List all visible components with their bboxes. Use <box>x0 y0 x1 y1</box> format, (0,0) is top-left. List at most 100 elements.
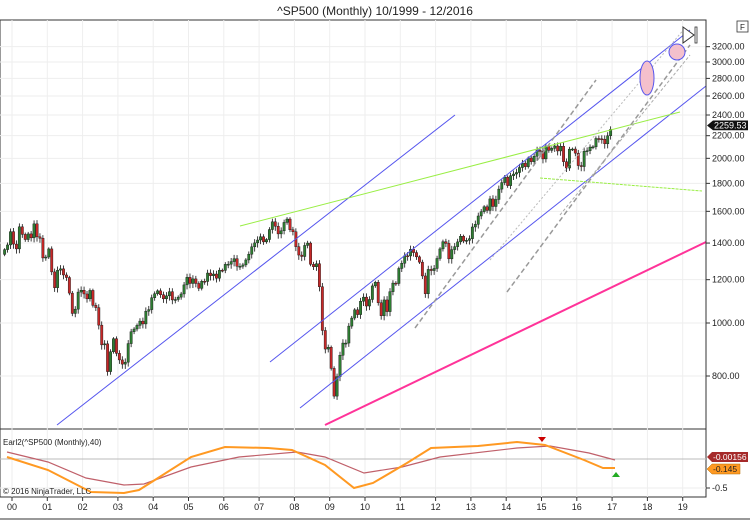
candle <box>223 264 227 271</box>
channel-line[interactable] <box>269 29 691 363</box>
candle <box>250 246 254 255</box>
candle <box>453 246 457 250</box>
channel-line[interactable] <box>56 114 456 426</box>
candle <box>262 236 265 243</box>
dashed-line[interactable] <box>506 44 691 293</box>
candle <box>412 249 415 253</box>
x-tick-label: 04 <box>148 502 158 512</box>
x-tick-label: 06 <box>219 502 229 512</box>
channel-line[interactable] <box>299 85 707 409</box>
candle <box>447 243 451 260</box>
candle <box>182 284 186 295</box>
candle <box>132 328 136 332</box>
dashed-line[interactable] <box>414 79 597 329</box>
candle <box>56 269 59 288</box>
candle <box>591 146 595 149</box>
x-tick-label: 18 <box>642 502 652 512</box>
candle <box>191 278 195 284</box>
candle <box>406 255 410 257</box>
candle <box>538 150 542 152</box>
candle <box>91 290 95 306</box>
x-tick-label: 11 <box>396 502 405 512</box>
indicator-label: Earl2(^SP500 (Monthly),40) <box>3 438 102 447</box>
candle <box>565 161 568 169</box>
candle <box>203 281 207 283</box>
candle <box>209 272 212 276</box>
candle <box>47 248 51 258</box>
end-marker[interactable] <box>694 26 698 44</box>
candle <box>332 368 336 397</box>
support-line[interactable] <box>324 241 707 426</box>
candle <box>70 292 74 314</box>
candle <box>212 273 215 276</box>
trend-line[interactable] <box>239 111 681 227</box>
indicator-slow-line <box>6 445 616 486</box>
y-tick-label: 1000.00 <box>712 318 745 328</box>
target-ellipse[interactable] <box>668 43 686 61</box>
candle <box>370 285 374 300</box>
corner-button[interactable]: F <box>736 20 749 33</box>
candle <box>88 290 92 300</box>
dashed-line[interactable] <box>489 27 686 261</box>
candle <box>432 268 436 271</box>
x-tick-label: 19 <box>678 502 688 512</box>
candle <box>491 198 495 207</box>
candle <box>179 293 183 298</box>
target-ellipse[interactable] <box>639 60 655 96</box>
candle <box>356 309 360 315</box>
candle <box>138 320 142 326</box>
candle <box>162 294 165 300</box>
y-tick-label: 1400.00 <box>712 238 745 248</box>
x-tick-label: 02 <box>78 502 88 512</box>
candle <box>220 269 224 272</box>
candle <box>103 343 107 346</box>
x-tick-label: 14 <box>501 502 511 512</box>
candle <box>444 241 448 244</box>
candle <box>400 263 404 269</box>
candle <box>450 249 454 260</box>
candle <box>385 299 389 312</box>
svg-text:F: F <box>740 23 745 32</box>
trend-line[interactable] <box>539 177 703 192</box>
y-tick-label: 2200.00 <box>712 131 745 141</box>
candle <box>197 283 201 289</box>
x-tick-label: 07 <box>254 502 264 512</box>
candle <box>397 268 401 284</box>
candle <box>100 324 104 346</box>
candle <box>253 242 257 248</box>
candle <box>600 138 604 141</box>
y-tick-label: 2000.00 <box>712 153 745 163</box>
candle <box>123 361 127 365</box>
candle <box>147 309 151 312</box>
x-tick-label: 10 <box>360 502 370 512</box>
candle <box>153 293 157 298</box>
candle <box>509 175 513 186</box>
y-tick-label: 1800.00 <box>712 178 745 188</box>
candle <box>188 277 192 284</box>
candle <box>273 221 277 227</box>
candle <box>53 271 57 288</box>
copyright: © 2016 NinjaTrader, LLC <box>3 487 92 496</box>
candle <box>568 148 571 169</box>
candle <box>59 268 62 271</box>
indicator-fast-line <box>6 440 615 495</box>
candle <box>559 146 563 152</box>
candle <box>515 172 518 175</box>
price-panel <box>0 19 707 430</box>
candle <box>570 148 574 151</box>
dashed-line[interactable] <box>559 54 691 216</box>
candle <box>129 331 133 344</box>
candle <box>353 309 357 319</box>
x-tick-label: 00 <box>7 502 17 512</box>
play-triangle-icon[interactable] <box>682 26 695 44</box>
candle <box>309 242 312 265</box>
y-tick-label: 2400.00 <box>712 110 745 120</box>
candle <box>423 275 427 294</box>
candle <box>97 307 101 326</box>
candle <box>588 146 592 151</box>
candle <box>135 325 139 330</box>
candle <box>17 226 21 250</box>
candle <box>379 302 383 316</box>
candle <box>459 236 463 243</box>
